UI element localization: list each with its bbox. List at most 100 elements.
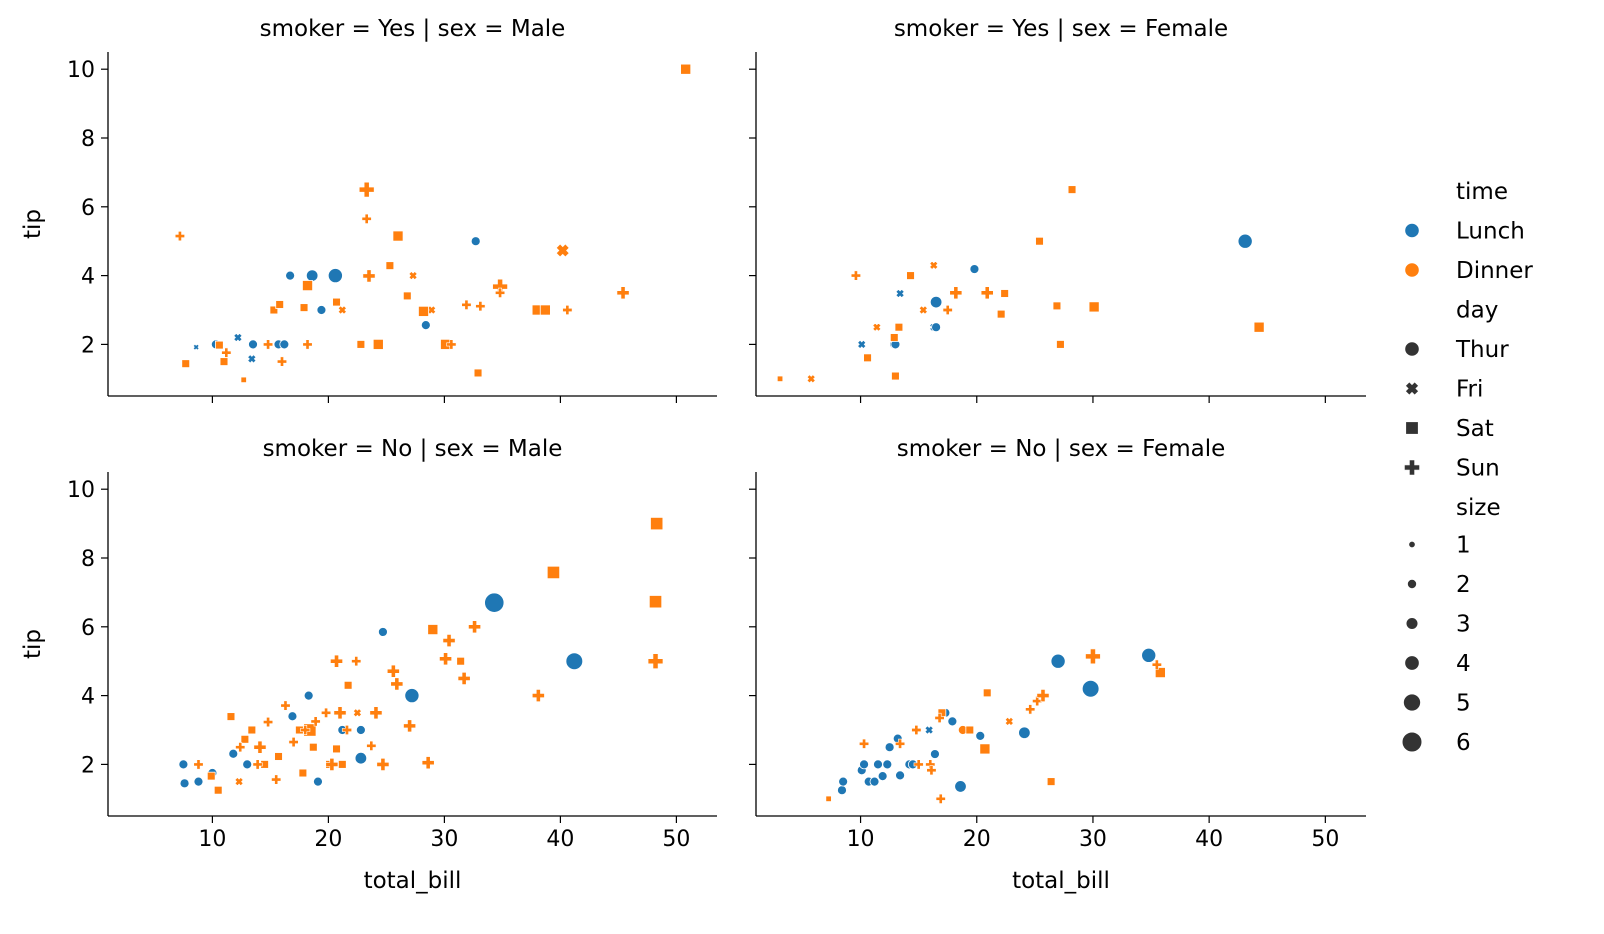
data-point (276, 356, 288, 367)
data-point (531, 689, 545, 702)
data-point (894, 322, 904, 332)
legend-marker (1408, 540, 1416, 549)
data-point (929, 295, 943, 309)
x-tick-label: 20 (314, 827, 342, 852)
data-point (895, 738, 906, 749)
data-point (310, 716, 321, 727)
legend-entry: Dinner (1456, 258, 1533, 284)
data-point (924, 725, 934, 735)
data-point (299, 303, 309, 312)
data-point (931, 322, 941, 333)
data-point (302, 280, 313, 292)
data-point (341, 724, 352, 736)
x-axis-label: total_bill (364, 868, 462, 894)
data-point (1067, 185, 1077, 194)
data-point (616, 286, 630, 300)
x-tick-label: 40 (1195, 827, 1223, 852)
panel-title: smoker = Yes | sex = Male (260, 16, 566, 42)
data-point (325, 758, 339, 771)
data-point (233, 333, 243, 343)
legend-marker (1404, 459, 1420, 476)
legend-marker (1407, 579, 1417, 589)
data-point (969, 264, 980, 274)
data-point (308, 742, 318, 752)
data-point (418, 305, 429, 317)
data-point (298, 768, 308, 778)
data-point (1000, 289, 1009, 298)
data-point (228, 748, 239, 759)
y-tick-label: 6 (81, 616, 95, 641)
data-point (1088, 301, 1100, 313)
data-point (421, 756, 435, 770)
data-point (427, 305, 437, 315)
legend-entry: Lunch (1456, 219, 1525, 245)
legend-title: time (1456, 179, 1508, 205)
data-point (174, 231, 185, 242)
data-point (215, 340, 224, 350)
data-point (889, 333, 899, 342)
data-point (949, 286, 963, 300)
data-point (975, 730, 986, 741)
data-point (285, 270, 296, 281)
legend-entry: Thur (1455, 337, 1509, 363)
legend-marker (1401, 731, 1423, 753)
facet-panel: smoker = Yes | sex = Male 2 4 6 8 10 tip (20, 16, 717, 403)
data-point (275, 300, 285, 309)
data-point (837, 785, 847, 796)
data-point (1036, 689, 1050, 702)
y-tick-label: 10 (67, 478, 95, 503)
data-point (929, 260, 939, 270)
data-point (327, 268, 343, 284)
facet-panel: smoker = No | sex = Female 10 20 30 40 50 tota… (749, 436, 1366, 894)
data-point (565, 652, 584, 670)
data-point (1085, 648, 1101, 665)
data-point (456, 656, 465, 666)
data-point (355, 725, 366, 735)
data-point (420, 320, 431, 331)
data-point (1004, 716, 1014, 726)
data-point (913, 759, 924, 770)
legend-entry: 3 (1456, 612, 1471, 638)
data-point (219, 357, 229, 366)
data-point (911, 724, 922, 736)
data-point (226, 712, 236, 721)
data-point (857, 339, 867, 349)
data-point (213, 785, 223, 795)
data-point (1154, 667, 1166, 679)
y-tick-label: 4 (81, 685, 95, 710)
data-point (221, 347, 232, 358)
data-point (404, 688, 420, 704)
data-point (386, 664, 400, 678)
y-axis-label: tip (20, 209, 46, 239)
legend-entry: 2 (1456, 572, 1471, 598)
x-tick-label: 50 (662, 827, 690, 852)
data-point (891, 371, 900, 381)
data-point (248, 339, 258, 350)
data-point (680, 63, 692, 75)
data-point (362, 269, 376, 283)
data-point (873, 759, 883, 770)
data-point (850, 270, 861, 281)
data-point (332, 297, 341, 307)
panel-title: smoker = Yes | sex = Female (894, 16, 1228, 42)
y-tick-label: 2 (81, 753, 95, 778)
data-point (982, 688, 992, 698)
data-point (979, 743, 991, 755)
data-point (240, 376, 247, 384)
data-point (1035, 236, 1044, 246)
data-point (446, 339, 457, 350)
data-point (332, 744, 341, 754)
data-point (361, 213, 372, 224)
data-point (647, 653, 664, 669)
data-point (954, 780, 967, 793)
y-tick-label: 2 (81, 333, 95, 358)
data-point (392, 230, 404, 242)
data-point (354, 752, 368, 765)
legend-marker (1405, 617, 1419, 630)
data-point (352, 708, 362, 718)
x-tick-label: 10 (198, 827, 226, 852)
data-point (1032, 696, 1043, 707)
panel-title: smoker = No | sex = Male (263, 436, 563, 462)
data-point (648, 595, 663, 609)
x-tick-label: 10 (847, 827, 875, 852)
